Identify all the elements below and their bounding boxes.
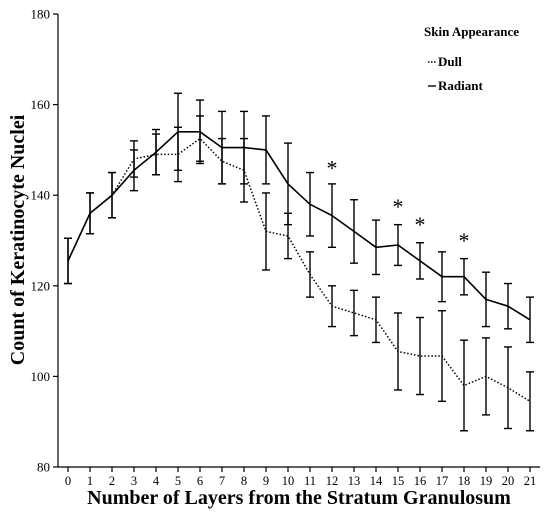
x-tick-label: 20 bbox=[502, 474, 515, 488]
x-tick-label: 1 bbox=[87, 474, 93, 488]
x-tick-label: 4 bbox=[153, 474, 160, 488]
y-tick-label: 180 bbox=[31, 7, 51, 22]
y-tick-label: 100 bbox=[31, 369, 51, 384]
x-tick-label: 2 bbox=[109, 474, 115, 488]
x-tick-label: 8 bbox=[241, 474, 247, 488]
x-tick-label: 14 bbox=[370, 474, 383, 488]
x-tick-label: 7 bbox=[219, 474, 225, 488]
legend-label-radiant: Radiant bbox=[438, 78, 483, 93]
x-tick-label: 12 bbox=[326, 474, 339, 488]
x-tick-label: 10 bbox=[282, 474, 295, 488]
series-line-dull bbox=[67, 137, 531, 402]
x-tick-label: 0 bbox=[65, 474, 71, 488]
x-tick-label: 6 bbox=[197, 474, 203, 488]
y-tick-label: 80 bbox=[37, 460, 50, 475]
legend: Skin Appearance Dull Radiant bbox=[424, 24, 519, 93]
x-tick-label: 11 bbox=[304, 474, 316, 488]
series-line-radiant bbox=[67, 131, 531, 321]
x-tick-label: 16 bbox=[414, 474, 427, 488]
x-axis-title: Number of Layers from the Stratum Granul… bbox=[87, 487, 511, 509]
axes bbox=[57, 14, 540, 468]
significance-markers: * * * * bbox=[327, 155, 470, 252]
y-tick-label: 120 bbox=[31, 278, 51, 293]
x-tick-label: 17 bbox=[436, 474, 449, 488]
legend-label-dull: Dull bbox=[438, 54, 462, 69]
x-tick-label: 13 bbox=[348, 474, 361, 488]
y-axis-title: Count of Keratinocyte Nuclei bbox=[7, 114, 29, 365]
y-tick-label: 140 bbox=[31, 188, 51, 203]
x-tick-label: 18 bbox=[458, 474, 471, 488]
series-radiant bbox=[64, 92, 534, 344]
x-tick-label: 19 bbox=[480, 474, 493, 488]
plot-area bbox=[64, 92, 534, 432]
x-tick-label: 15 bbox=[392, 474, 405, 488]
y-ticks: 80 100 120 140 160 180 bbox=[31, 7, 58, 475]
legend-title: Skin Appearance bbox=[424, 24, 519, 39]
x-tick-label: 9 bbox=[263, 474, 269, 488]
x-ticks: 0 1 2 3 4 5 6 7 8 9 10 11 12 13 14 15 16 17 18 19 20 21 bbox=[65, 467, 536, 488]
x-tick-label: 5 bbox=[175, 474, 181, 488]
significance-star: * bbox=[459, 228, 470, 253]
significance-star: * bbox=[393, 194, 404, 219]
x-tick-label: 21 bbox=[524, 474, 537, 488]
significance-star: * bbox=[327, 155, 338, 180]
y-tick-label: 160 bbox=[31, 97, 51, 112]
x-tick-label: 3 bbox=[131, 474, 137, 488]
significance-star: * bbox=[415, 212, 426, 237]
